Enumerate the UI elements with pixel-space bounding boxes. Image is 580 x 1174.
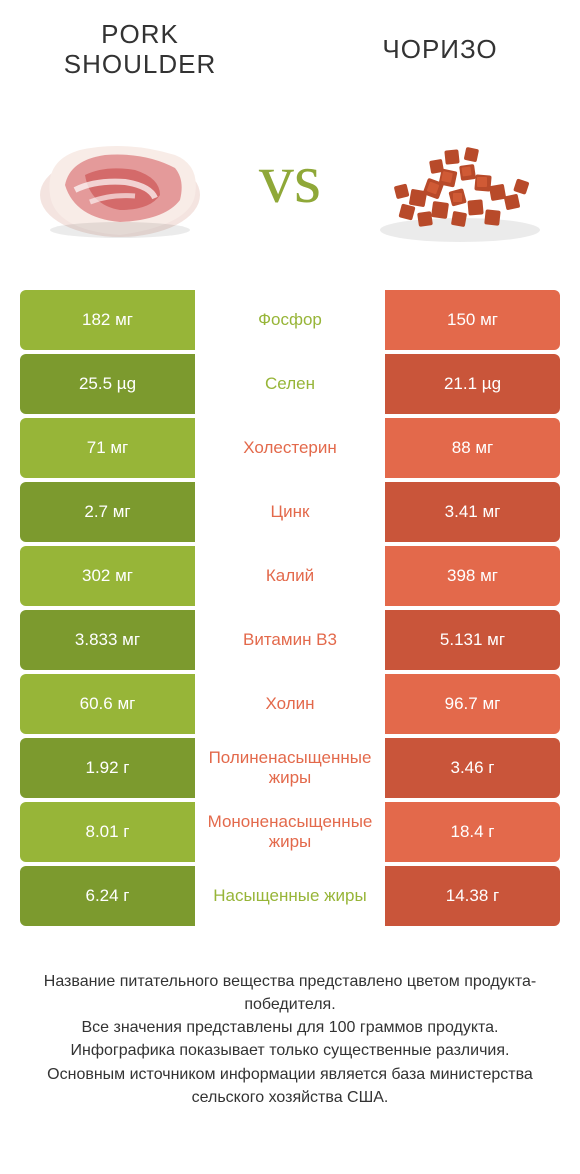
right-value: 96.7 мг xyxy=(385,674,560,734)
left-value: 302 мг xyxy=(20,546,195,606)
footnote-line: Все значения представлены для 100 граммо… xyxy=(30,1016,550,1039)
left-value: 3.833 мг xyxy=(20,610,195,670)
table-row: 8.01 гМононенасыщенные жиры18.4 г xyxy=(20,802,560,862)
left-value: 8.01 г xyxy=(20,802,195,862)
left-value: 1.92 г xyxy=(20,738,195,798)
nutrient-label: Холестерин xyxy=(195,418,385,478)
right-value: 18.4 г xyxy=(385,802,560,862)
nutrient-label: Селен xyxy=(195,354,385,414)
left-value: 71 мг xyxy=(20,418,195,478)
right-value: 3.46 г xyxy=(385,738,560,798)
comparison-table: 182 мгФосфор150 мг25.5 µgСелен21.1 µg71 … xyxy=(0,290,580,926)
table-row: 3.833 мгВитамин B35.131 мг xyxy=(20,610,560,670)
hero-row: vs xyxy=(0,90,580,290)
footnote: Название питательного вещества представл… xyxy=(0,930,580,1129)
nutrient-label: Холин xyxy=(195,674,385,734)
nutrient-label: Насыщенные жиры xyxy=(195,866,385,926)
left-value: 6.24 г xyxy=(20,866,195,926)
table-row: 1.92 гПолиненасыщенные жиры3.46 г xyxy=(20,738,560,798)
table-row: 6.24 гНасыщенные жиры14.38 г xyxy=(20,866,560,926)
footnote-line: Инфографика показывает только существенн… xyxy=(30,1039,550,1062)
nutrient-label: Калий xyxy=(195,546,385,606)
table-row: 182 мгФосфор150 мг xyxy=(20,290,560,350)
right-product-title: ЧОРИЗО xyxy=(340,20,540,80)
nutrient-label: Витамин B3 xyxy=(195,610,385,670)
table-row: 71 мгХолестерин88 мг xyxy=(20,418,560,478)
table-row: 60.6 мгХолин96.7 мг xyxy=(20,674,560,734)
footnote-line: Название питательного вещества представл… xyxy=(30,970,550,1016)
right-value: 3.41 мг xyxy=(385,482,560,542)
nutrient-label: Мононенасыщенные жиры xyxy=(195,802,385,862)
table-row: 302 мгКалий398 мг xyxy=(20,546,560,606)
left-product-title: Pork shoulder xyxy=(40,20,240,80)
chorizo-image xyxy=(370,110,550,250)
left-value: 182 мг xyxy=(20,290,195,350)
nutrient-label: Цинк xyxy=(195,482,385,542)
table-row: 2.7 мгЦинк3.41 мг xyxy=(20,482,560,542)
header: Pork shoulder ЧОРИЗО xyxy=(0,0,580,90)
vs-label: vs xyxy=(259,140,321,220)
right-value: 5.131 мг xyxy=(385,610,560,670)
left-value: 25.5 µg xyxy=(20,354,195,414)
nutrient-label: Полиненасыщенные жиры xyxy=(195,738,385,798)
pork-shoulder-image xyxy=(30,110,210,250)
footnote-line: Основным источником информации является … xyxy=(30,1063,550,1109)
left-value: 2.7 мг xyxy=(20,482,195,542)
right-value: 398 мг xyxy=(385,546,560,606)
right-value: 150 мг xyxy=(385,290,560,350)
right-value: 14.38 г xyxy=(385,866,560,926)
left-value: 60.6 мг xyxy=(20,674,195,734)
nutrient-label: Фосфор xyxy=(195,290,385,350)
table-row: 25.5 µgСелен21.1 µg xyxy=(20,354,560,414)
right-value: 88 мг xyxy=(385,418,560,478)
right-value: 21.1 µg xyxy=(385,354,560,414)
